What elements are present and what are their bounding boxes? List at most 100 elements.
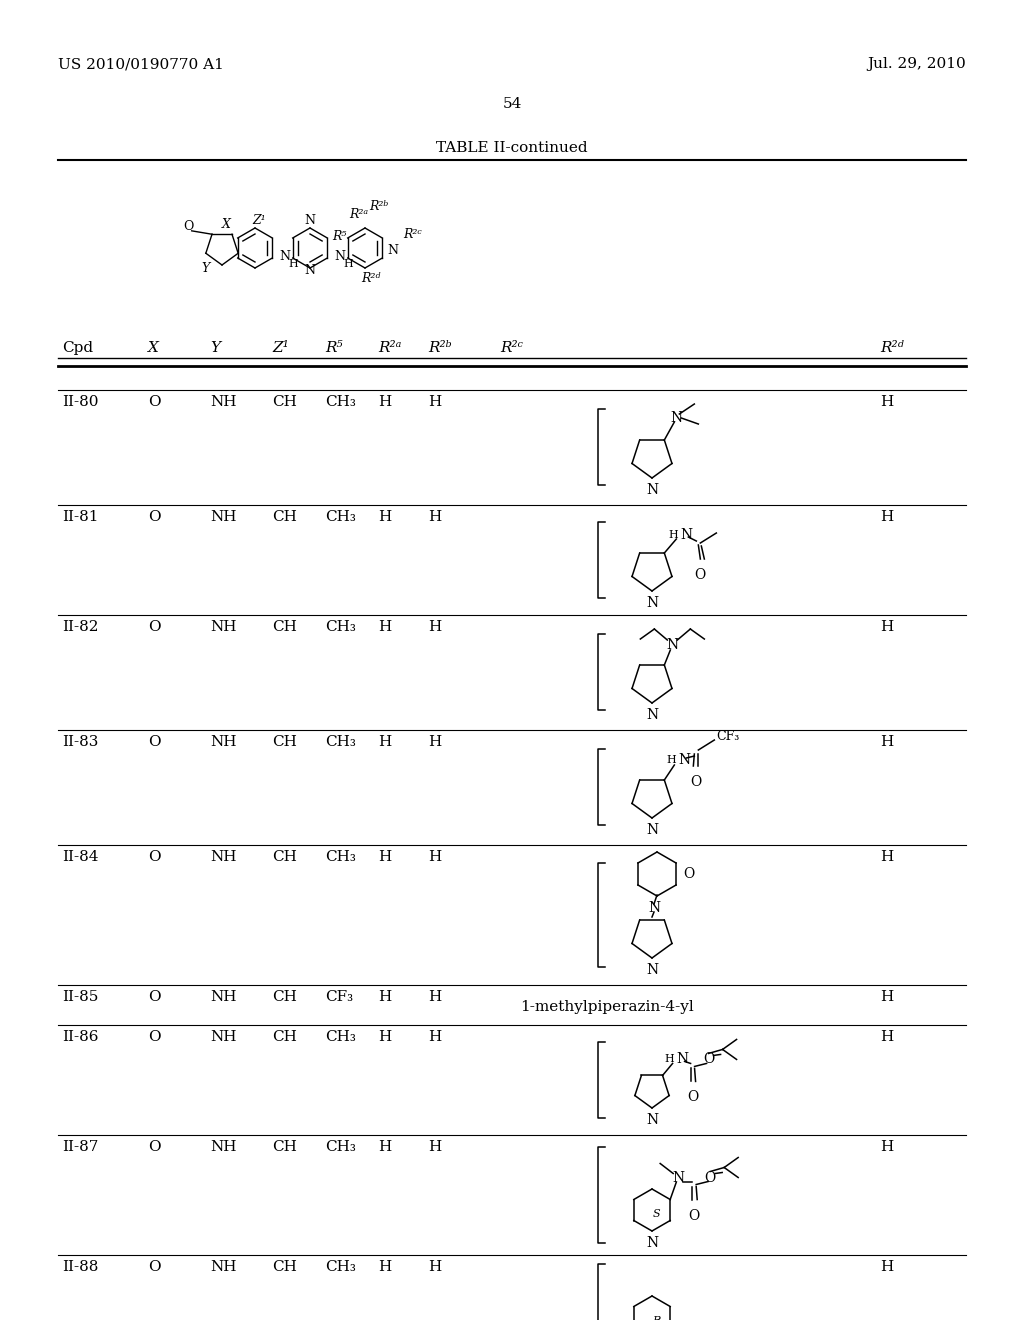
Text: O: O bbox=[148, 510, 161, 524]
Text: O: O bbox=[148, 1261, 161, 1274]
Text: NH: NH bbox=[210, 850, 237, 865]
Text: R²ᵃ: R²ᵃ bbox=[378, 341, 401, 355]
Text: II-86: II-86 bbox=[62, 1030, 98, 1044]
Text: CH₃: CH₃ bbox=[325, 1030, 356, 1044]
Text: CF₃: CF₃ bbox=[325, 990, 353, 1005]
Text: X: X bbox=[221, 218, 230, 231]
Text: R²ᵈ: R²ᵈ bbox=[880, 341, 904, 355]
Text: O: O bbox=[683, 867, 694, 880]
Text: H: H bbox=[428, 1140, 441, 1154]
Text: H: H bbox=[880, 620, 893, 634]
Text: H: H bbox=[880, 510, 893, 524]
Text: II-88: II-88 bbox=[62, 1261, 98, 1274]
Text: CH: CH bbox=[272, 620, 297, 634]
Text: Y: Y bbox=[210, 341, 220, 355]
Text: N: N bbox=[646, 1236, 658, 1250]
Text: H: H bbox=[428, 735, 441, 748]
Text: NH: NH bbox=[210, 510, 237, 524]
Text: N: N bbox=[387, 243, 398, 256]
Text: II-82: II-82 bbox=[62, 620, 98, 634]
Text: Jul. 29, 2010: Jul. 29, 2010 bbox=[867, 57, 966, 71]
Text: R⁵: R⁵ bbox=[332, 230, 346, 243]
Text: NH: NH bbox=[210, 990, 237, 1005]
Text: NH: NH bbox=[210, 735, 237, 748]
Text: II-80: II-80 bbox=[62, 395, 98, 409]
Text: H: H bbox=[428, 510, 441, 524]
Text: R⁵: R⁵ bbox=[325, 341, 343, 355]
Text: O: O bbox=[691, 775, 702, 789]
Text: H: H bbox=[665, 1055, 675, 1064]
Text: H: H bbox=[428, 1261, 441, 1274]
Text: CH: CH bbox=[272, 1140, 297, 1154]
Text: II-81: II-81 bbox=[62, 510, 98, 524]
Text: N: N bbox=[646, 708, 658, 722]
Text: N: N bbox=[304, 214, 315, 227]
Text: O: O bbox=[705, 1171, 716, 1184]
Text: CH₃: CH₃ bbox=[325, 1261, 356, 1274]
Text: X: X bbox=[148, 341, 159, 355]
Text: CH: CH bbox=[272, 990, 297, 1005]
Text: Z¹: Z¹ bbox=[252, 214, 266, 227]
Text: NH: NH bbox=[210, 620, 237, 634]
Text: CH₃: CH₃ bbox=[325, 850, 356, 865]
Text: H: H bbox=[880, 990, 893, 1005]
Text: CH₃: CH₃ bbox=[325, 620, 356, 634]
Text: R²ᵈ: R²ᵈ bbox=[361, 272, 381, 285]
Text: H: H bbox=[880, 850, 893, 865]
Text: O: O bbox=[694, 568, 706, 582]
Text: R²ᵃ: R²ᵃ bbox=[349, 207, 369, 220]
Text: H: H bbox=[343, 259, 352, 269]
Text: TABLE II-continued: TABLE II-continued bbox=[436, 141, 588, 154]
Text: CH₃: CH₃ bbox=[325, 510, 356, 524]
Text: N: N bbox=[671, 411, 682, 425]
Text: O: O bbox=[688, 1209, 699, 1222]
Text: CH₃: CH₃ bbox=[325, 395, 356, 409]
Text: H: H bbox=[378, 1140, 391, 1154]
Text: CH: CH bbox=[272, 850, 297, 865]
Text: CH₃: CH₃ bbox=[325, 735, 356, 748]
Text: Z¹: Z¹ bbox=[272, 341, 289, 355]
Text: N: N bbox=[304, 264, 315, 276]
Text: H: H bbox=[880, 1140, 893, 1154]
Text: O: O bbox=[148, 1030, 161, 1044]
Text: CF₃: CF₃ bbox=[717, 730, 739, 743]
Text: N: N bbox=[680, 528, 692, 543]
Text: R²ᶜ: R²ᶜ bbox=[500, 341, 523, 355]
Text: CH: CH bbox=[272, 1030, 297, 1044]
Text: NH: NH bbox=[210, 1261, 237, 1274]
Text: CH: CH bbox=[272, 1261, 297, 1274]
Text: H: H bbox=[378, 620, 391, 634]
Text: II-87: II-87 bbox=[62, 1140, 98, 1154]
Text: O: O bbox=[148, 395, 161, 409]
Text: NH: NH bbox=[210, 1140, 237, 1154]
Text: H: H bbox=[378, 990, 391, 1005]
Text: O: O bbox=[183, 220, 194, 234]
Text: O: O bbox=[702, 1052, 714, 1067]
Text: 1-methylpiperazin-4-yl: 1-methylpiperazin-4-yl bbox=[520, 1001, 693, 1014]
Text: H: H bbox=[880, 1261, 893, 1274]
Text: R²ᶜ: R²ᶜ bbox=[403, 227, 422, 240]
Text: N: N bbox=[279, 249, 290, 263]
Text: H: H bbox=[428, 1030, 441, 1044]
Text: CH: CH bbox=[272, 735, 297, 748]
Text: NH: NH bbox=[210, 1030, 237, 1044]
Text: N: N bbox=[678, 752, 690, 767]
Text: Cpd: Cpd bbox=[62, 341, 93, 355]
Text: II-83: II-83 bbox=[62, 735, 98, 748]
Text: N: N bbox=[672, 1171, 684, 1184]
Text: O: O bbox=[148, 735, 161, 748]
Text: H: H bbox=[669, 531, 678, 540]
Text: H: H bbox=[880, 395, 893, 409]
Text: N: N bbox=[646, 483, 658, 498]
Text: H: H bbox=[880, 735, 893, 748]
Text: N: N bbox=[667, 638, 679, 652]
Text: N: N bbox=[334, 249, 345, 263]
Text: US 2010/0190770 A1: US 2010/0190770 A1 bbox=[58, 57, 224, 71]
Text: H: H bbox=[428, 395, 441, 409]
Text: H: H bbox=[378, 395, 391, 409]
Text: H: H bbox=[378, 735, 391, 748]
Text: Y: Y bbox=[201, 261, 209, 275]
Text: N: N bbox=[646, 964, 658, 977]
Text: O: O bbox=[148, 1140, 161, 1154]
Text: N: N bbox=[646, 597, 658, 610]
